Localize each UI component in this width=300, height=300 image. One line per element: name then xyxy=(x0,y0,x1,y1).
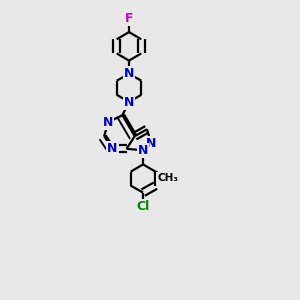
Text: N: N xyxy=(146,137,156,150)
Text: Cl: Cl xyxy=(136,200,150,213)
Text: N: N xyxy=(107,142,118,155)
Text: N: N xyxy=(124,67,134,80)
Text: N: N xyxy=(103,116,113,129)
Text: N: N xyxy=(138,144,148,157)
Text: F: F xyxy=(125,12,133,25)
Text: CH₃: CH₃ xyxy=(157,173,178,183)
Text: N: N xyxy=(124,95,134,109)
